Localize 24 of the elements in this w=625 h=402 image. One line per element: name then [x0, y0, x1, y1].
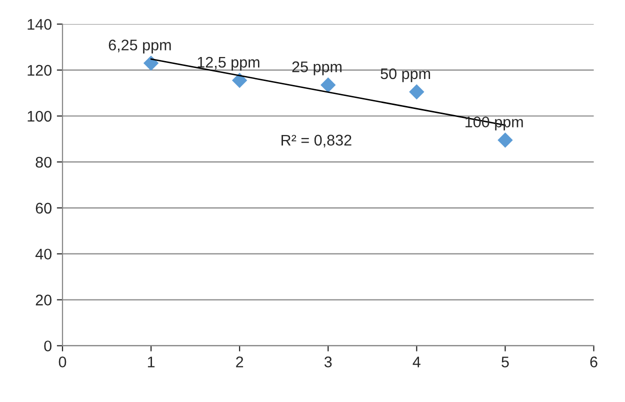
x-tick-label: 3: [324, 356, 332, 368]
point: [143, 56, 159, 71]
y-tick-label: 20: [36, 294, 52, 306]
point: [498, 132, 513, 148]
y-tick-label: 80: [36, 156, 52, 168]
y-tick-label: 0: [44, 340, 52, 352]
point: [409, 84, 424, 100]
y-tick-label: 100: [28, 110, 52, 122]
y-tick-label: 40: [35, 248, 52, 260]
y-tick-label: 60: [36, 202, 52, 214]
x-tick-label: 0: [58, 356, 66, 368]
point: [232, 72, 248, 88]
annotation: R² = 0,832: [282, 134, 352, 148]
x-tick-label: 6: [590, 356, 598, 368]
x-tick-label: 1: [148, 356, 155, 368]
y-tick-label: 120: [28, 64, 52, 76]
x-tick-label: 5: [502, 356, 509, 368]
point: [320, 77, 336, 93]
x-tick-label: 2: [236, 356, 244, 368]
annotation: 6,25 ppm: [108, 40, 171, 54]
annotation: 50 ppm: [380, 68, 430, 82]
x-tick-label: 4: [412, 356, 420, 368]
y-tick-label: 140: [28, 18, 52, 30]
annotation: 12,5 ppm: [198, 56, 260, 71]
